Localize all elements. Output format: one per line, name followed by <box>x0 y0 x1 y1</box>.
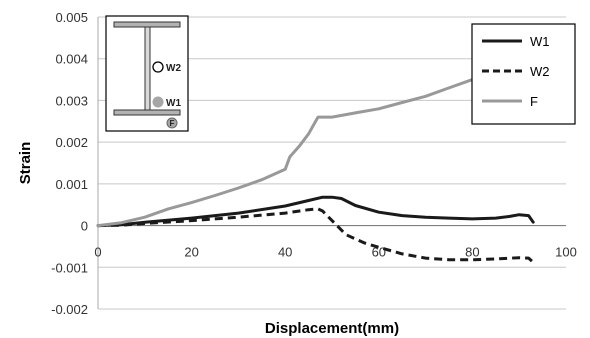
inset-w2-label: W2 <box>166 63 181 74</box>
data-series <box>96 65 535 264</box>
legend-w1-label: W1 <box>530 34 550 49</box>
axes <box>97 17 566 309</box>
y-tick-label: 0.003 <box>55 93 88 108</box>
x-tick-label: 0 <box>94 245 101 260</box>
inset-web <box>144 26 151 111</box>
x-axis-title: Displacement(mm) <box>265 320 399 337</box>
y-tick-label: 0.002 <box>55 135 88 150</box>
x-tick-label: 100 <box>555 245 577 260</box>
y-tick-label: 0.004 <box>55 52 88 67</box>
series-line-w2 <box>97 207 535 264</box>
y-tick-label: 0.005 <box>55 10 88 25</box>
inset-bottom-flange <box>113 109 181 116</box>
x-tick-label: 20 <box>184 245 198 260</box>
legend-w2-label: W2 <box>530 64 550 79</box>
legend-box <box>471 23 576 125</box>
inset-top-flange <box>113 21 181 28</box>
inset-f-label: F <box>170 119 175 128</box>
y-axis-title: Strain <box>17 142 34 185</box>
w2-gauge-marker <box>152 61 164 73</box>
legend-f-label: F <box>530 94 538 109</box>
y-tick-label: 0.001 <box>55 177 88 192</box>
series-line-f <box>96 65 512 228</box>
f-gauge-marker <box>166 117 178 129</box>
tick-labels: -0.002 -0.001 0 0.001 0.002 0.003 0.004 0.005 0 2… <box>51 10 577 317</box>
legend: W1 W2 F <box>471 23 576 125</box>
w1-gauge-marker <box>152 96 164 108</box>
x-tick-label: 60 <box>372 245 386 260</box>
series-line-w1 <box>96 195 535 228</box>
x-tick-label: 80 <box>465 245 479 260</box>
y-tick-label: -0.001 <box>51 260 88 275</box>
y-tick-label: -0.002 <box>51 302 88 317</box>
section-inset: W2 W1 F <box>105 15 189 132</box>
inset-w1-label: W1 <box>166 98 181 109</box>
y-tick-label: 0 <box>81 219 88 234</box>
x-tick-label: 40 <box>278 245 292 260</box>
